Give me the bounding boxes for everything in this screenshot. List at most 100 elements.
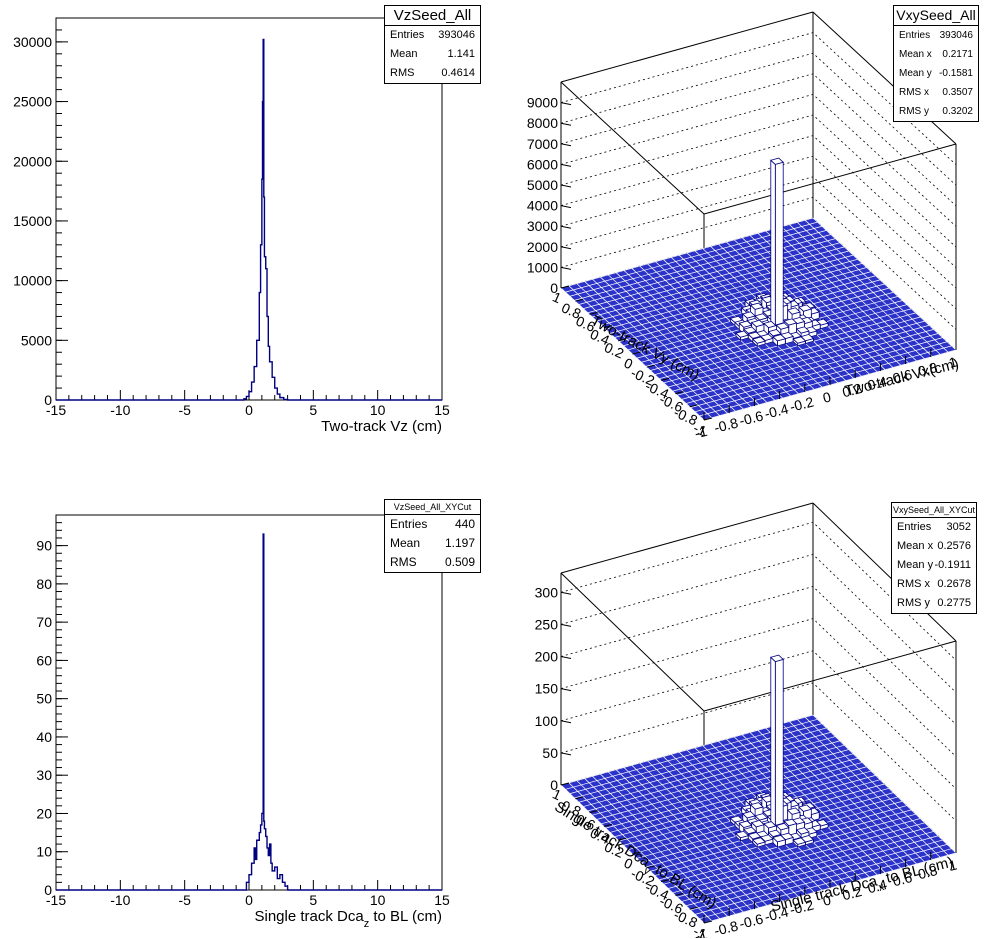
y-tick-label: 30 (36, 767, 52, 783)
lego-bar (767, 829, 782, 838)
floor-mesh-line (797, 222, 941, 355)
x-tick-label: -1 (693, 423, 709, 442)
stats-row: Mean x 0.2171 (894, 45, 978, 64)
z-grid-line (560, 650, 957, 790)
x-tick-label: -0.6 (738, 910, 765, 931)
z-major-tick (560, 266, 572, 270)
y-major-tick (646, 364, 655, 368)
vxy-lego-panel: 0 1000 2000 3000 4000 5000 6000 7000 8000 9000 -1-… (498, 0, 996, 469)
lego-bar (738, 820, 753, 828)
floor-mesh-line (804, 716, 949, 856)
stats-row: Entries 440 (385, 515, 480, 534)
y-major-tick (589, 311, 598, 315)
z-grid-line (560, 586, 957, 725)
y-tick-label: 10000 (13, 273, 52, 289)
y-tick-label: 90 (36, 538, 52, 554)
y-tick-label: 70 (36, 614, 52, 630)
lego-bar (742, 811, 756, 819)
y-tick-label: 25000 (13, 94, 52, 110)
y-major-tick (560, 782, 570, 786)
z-tick-label: 1000 (527, 259, 558, 275)
z-tick-label: 9000 (527, 95, 558, 111)
stats-title: VzSeed_All_XYCut (385, 500, 480, 515)
histogram-line (56, 38, 442, 401)
x-tick-label: 1 (947, 856, 959, 873)
stats-row: RMS y 0.2775 (892, 594, 976, 613)
y-major-tick (618, 338, 627, 342)
y-tick-label: 0 (44, 392, 52, 408)
stats-label: Mean x (897, 540, 934, 552)
lego-bar (798, 804, 813, 812)
box-edge (812, 502, 957, 642)
box-edge (560, 502, 814, 574)
x-tick-label: -15 (46, 892, 66, 908)
y-tick-label: 0.4 (588, 825, 612, 848)
x-tick-label: 0.8 (916, 359, 939, 379)
z-major-tick (560, 656, 572, 660)
stats-title: VzSeed_All (385, 6, 480, 26)
box-edge (703, 640, 957, 712)
y-major-tick (703, 417, 713, 421)
y-tick-label: 20 (36, 805, 52, 821)
stats-title: VxySeed_All_XYCut (892, 503, 976, 518)
lego-bar (792, 336, 807, 344)
floor-mesh-line (601, 753, 854, 825)
lego-peak-bar (774, 658, 784, 826)
x-tick-label: -0.8 (712, 917, 739, 938)
stats-label: Entries (390, 517, 428, 531)
stats-label: RMS (390, 555, 417, 569)
box-edge (560, 81, 705, 215)
x-tick-label: 0 (821, 388, 833, 405)
z-major-tick (560, 102, 572, 106)
stats-value: -0.1911 (934, 559, 972, 571)
y-tick-label: 60 (36, 652, 52, 668)
floor-mesh-line (614, 766, 867, 838)
lego-bar (743, 826, 757, 835)
histogram-line (56, 533, 442, 891)
floor-mesh-line (812, 217, 957, 351)
x-tick-label: 0.4 (866, 876, 889, 896)
x-tick-label: -10 (110, 892, 130, 908)
z-tick-label: 8000 (527, 115, 558, 131)
z-tick-label: 6000 (527, 156, 558, 172)
floor-mesh-line (789, 721, 933, 860)
x-tick-label: 10 (370, 892, 386, 908)
stats-label: Entries (899, 30, 931, 41)
z-tick-label: 0 (550, 280, 558, 296)
floor-mesh-line (587, 740, 840, 812)
z-tick-label: 250 (535, 616, 559, 632)
lego-bar (783, 318, 798, 326)
vxy-xycut-lego-plot: 0 50 100 150 200 250 300 -1 -0.8-0.6-0.4-0.2 0 0.2… (535, 502, 959, 938)
y-tick-label: 20000 (13, 153, 52, 169)
lego-bar (792, 837, 807, 845)
y-tick-label: 80 (36, 576, 52, 592)
lego-bar (750, 819, 765, 828)
floor-mesh-line (596, 250, 849, 322)
lego-bar (759, 834, 774, 842)
z-major-tick (560, 720, 572, 724)
y-tick-label: 40 (36, 729, 52, 745)
x-tick-label: 0.6 (891, 869, 914, 889)
y-tick-label: 0.8 (559, 299, 583, 322)
stats-value: 0.3202 (942, 106, 973, 117)
stats-label: Entries (897, 521, 932, 533)
z-grid-line (560, 52, 957, 186)
stats-label: Mean y (897, 559, 934, 571)
floor-mesh-line (797, 719, 941, 858)
lego-peak-bar (770, 656, 776, 827)
z-major-tick (560, 752, 572, 756)
lego-bar (735, 830, 750, 839)
stats-row: Entries 3052 (892, 518, 976, 537)
x-tick-label: -0.4 (763, 903, 790, 924)
lego-bar (767, 329, 782, 337)
stats-value: 393046 (939, 30, 973, 41)
stats-row: Mean y -0.1581 (894, 64, 978, 83)
lego-bar (754, 313, 769, 321)
lego-bar (742, 311, 756, 319)
stats-row: RMS x 0.3507 (894, 83, 978, 102)
y-tick-label: 0.2 (602, 339, 626, 362)
y-tick-label: 0.8 (559, 797, 583, 820)
x-tick-label: -10 (110, 402, 130, 418)
x-tick-label: -0.6 (738, 407, 765, 428)
vxy-xycut-lego-panel: 0 50 100 150 200 250 300 -1 -0.8 -0.6 -0.4 -0.2 0 0.2… (498, 469, 996, 938)
